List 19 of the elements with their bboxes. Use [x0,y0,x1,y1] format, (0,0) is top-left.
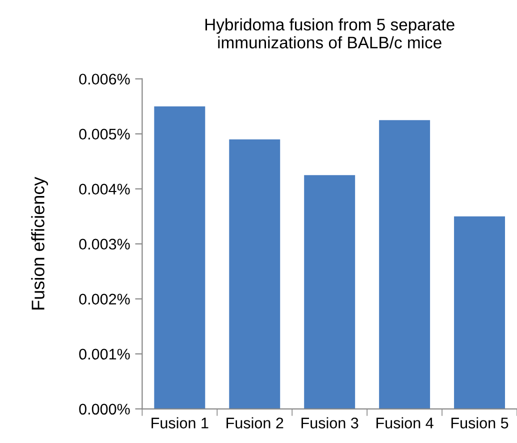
bar [229,139,280,409]
bar [154,106,206,409]
y-axis-title: Fusion efficiency [31,176,48,310]
x-tick-label: Fusion 1 [152,417,208,428]
x-tick-label: Fusion 4 [376,417,434,428]
y-tick-label: 0.006% [79,74,130,85]
chart-title: Hybridoma fusion from 5 separate immunizations of BALB/c mice [205,18,454,48]
y-tick-label: 0.003% [79,238,130,250]
y-tick-label: 0.001% [79,348,130,360]
bar [379,120,430,409]
y-tick-label: 0.004% [79,184,130,195]
bar [304,175,356,409]
x-tick-label: Fusion 2 [226,417,284,428]
y-tick-label: 0.000% [79,404,130,415]
x-tick-label: Fusion 5 [451,417,508,428]
bar [454,216,506,409]
y-tick-label: 0.002% [79,294,130,305]
y-tick-label: 0.005% [79,128,130,140]
x-tick-label: Fusion 3 [302,417,358,428]
